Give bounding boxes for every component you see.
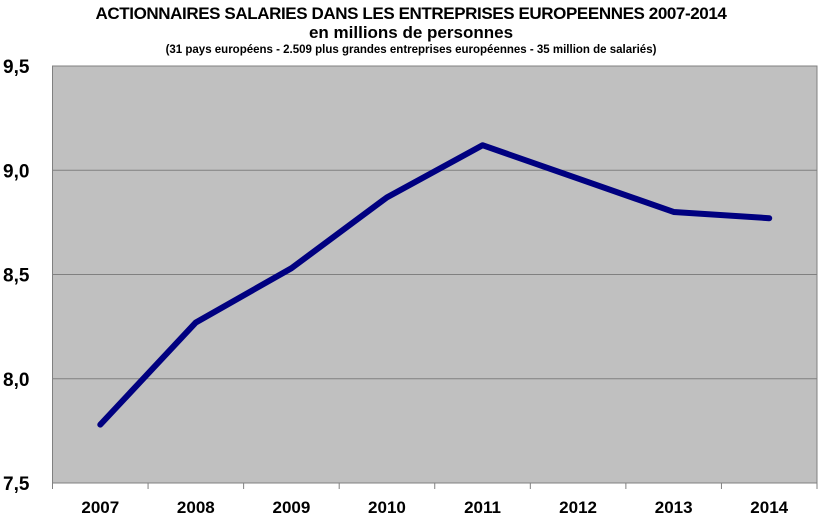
chart-title: ACTIONNAIRES SALARIES DANS LES ENTREPRIS… xyxy=(95,4,727,23)
x-tick-label: 2011 xyxy=(464,498,501,517)
x-tick-label: 2012 xyxy=(559,498,597,517)
y-tick-label: 8,5 xyxy=(3,266,30,287)
series-line xyxy=(97,142,773,428)
y-tick-label: 8,0 xyxy=(3,370,29,391)
x-tick-label: 2013 xyxy=(655,498,693,517)
y-tick-label: 7,5 xyxy=(3,474,30,495)
x-tick-label: 2014 xyxy=(750,498,788,517)
chart-subtitle: en millions de personnes xyxy=(308,23,514,42)
x-tick-label: 2009 xyxy=(272,498,310,517)
x-tick-label: 2008 xyxy=(177,498,215,517)
x-tick-label: 2010 xyxy=(368,498,406,517)
x-tick-label: 2007 xyxy=(81,498,119,517)
chart-note: (31 pays européens - 2.509 plus grandes … xyxy=(165,44,657,56)
y-tick-label: 9,5 xyxy=(3,57,30,78)
y-tick-label: 9,0 xyxy=(3,161,29,182)
